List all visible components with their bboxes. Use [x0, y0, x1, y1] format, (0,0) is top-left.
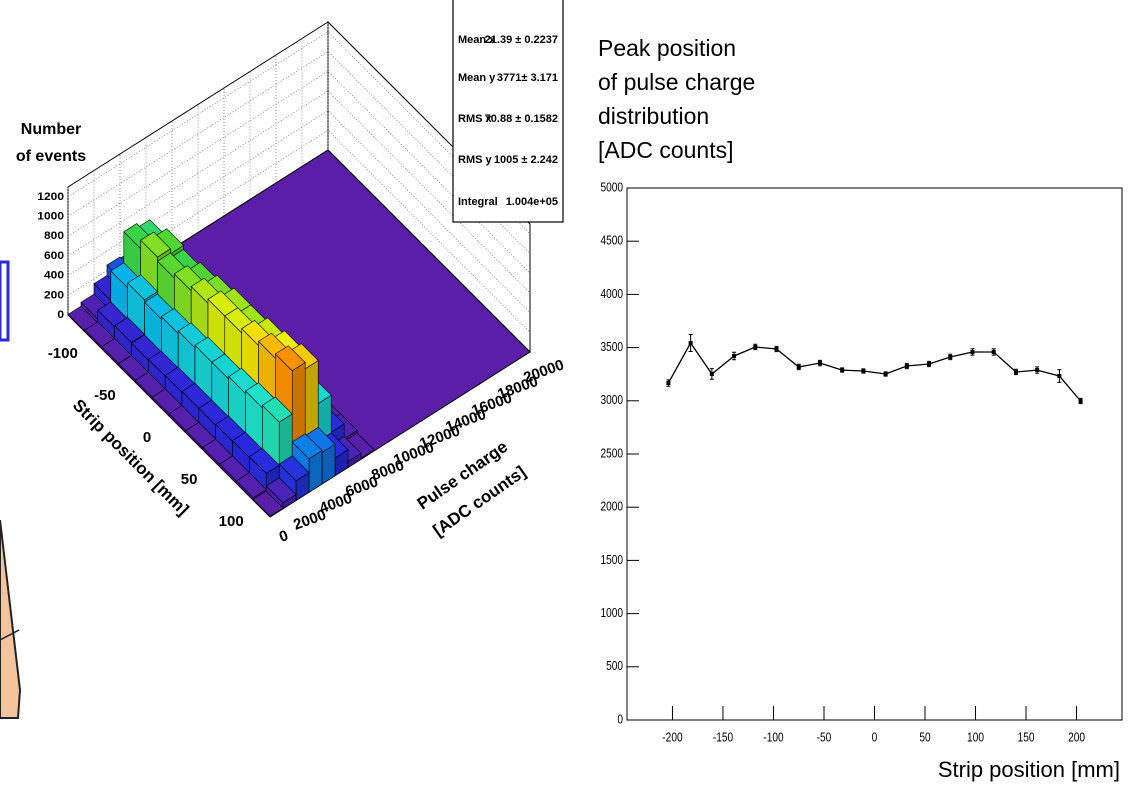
y-tick-label: 2000 — [600, 499, 623, 513]
z-axis-label: of events — [16, 148, 86, 165]
slide-fragment — [0, 260, 10, 342]
x-tick-label: 150 — [1018, 730, 1035, 744]
grid-line — [67, 90, 531, 294]
data-point — [1057, 374, 1062, 379]
y-tick-label: 1000 — [600, 606, 623, 620]
z-tick-label: 400 — [44, 269, 64, 282]
x-tick-label: 100 — [967, 730, 984, 744]
x-tick-label: 200 — [1068, 730, 1085, 744]
stats-frame — [452, 0, 564, 223]
lego-bin — [252, 490, 284, 518]
stat-name: Integral — [458, 196, 498, 208]
x-tick-label: -50 — [94, 387, 116, 404]
x-tick-label: 0 — [872, 730, 878, 744]
y-tick-label: 1500 — [600, 553, 623, 567]
bin-face — [274, 345, 306, 372]
stat-value: 21.39 ± 0.2237 — [485, 34, 558, 46]
x-tick-label: 50 — [919, 730, 931, 744]
data-point — [840, 368, 845, 373]
data-point — [709, 371, 714, 376]
z-tick-label: 600 — [44, 249, 64, 262]
slide-fragment — [0, 629, 20, 641]
line-chart: 0500100015002000250030003500400045005000… — [600, 180, 1123, 745]
z-tick-label: 200 — [44, 289, 64, 302]
bin-face — [140, 231, 171, 258]
data-point — [817, 361, 822, 366]
data-point — [1078, 399, 1083, 404]
y-tick-label: 4500 — [600, 233, 623, 247]
data-point — [991, 349, 996, 354]
slide-fragment — [0, 519, 22, 719]
z-tick-label: 800 — [44, 230, 64, 243]
data-point — [970, 349, 975, 354]
data-point — [948, 354, 953, 359]
data-point — [732, 354, 737, 359]
data-point — [883, 371, 888, 376]
data-point — [1035, 368, 1040, 373]
x-tick-label: -50 — [817, 730, 832, 744]
y-tick-label: 2500 — [600, 446, 623, 460]
bin-face — [278, 455, 310, 482]
bin-face — [252, 490, 284, 517]
x-tick-label: -100 — [763, 730, 784, 744]
z-tick-label: 0 — [57, 308, 64, 321]
y-tick-label: 20000 — [521, 356, 566, 386]
stat-name: RMS y — [458, 154, 493, 166]
data-point — [861, 369, 866, 374]
grid-line — [67, 110, 531, 313]
data-point — [666, 381, 671, 386]
data-point — [927, 361, 932, 366]
data-point — [904, 364, 909, 369]
data-point — [774, 346, 779, 351]
x-tick-label: 100 — [219, 513, 244, 530]
y-tick-label: 3500 — [600, 340, 623, 354]
lego-bin — [235, 472, 267, 501]
y-axis-label: Peak position — [598, 35, 736, 61]
data-point — [753, 344, 758, 349]
data-point — [796, 364, 801, 369]
y-tick-label: 4000 — [600, 287, 623, 301]
x-tick-label: -200 — [662, 730, 683, 744]
y-tick-label: 5000 — [600, 180, 623, 194]
stat-name: Mean x — [458, 34, 496, 46]
stat-value: 70.88 ± 0.1582 — [485, 113, 558, 125]
stat-name: RMS x — [458, 113, 493, 125]
data-point — [1013, 369, 1018, 374]
bin-face — [265, 477, 297, 504]
z-tick-label: 1000 — [37, 210, 64, 223]
stat-name: Mean y — [458, 72, 496, 84]
stat-value: 1005 ± 2.242 — [494, 154, 558, 166]
y-tick-label: 0 — [617, 712, 623, 726]
x-tick-label: 50 — [181, 471, 198, 488]
z-tick-label: 1200 — [37, 190, 64, 203]
y-tick-label: 0 — [277, 527, 291, 546]
stats-box: Mean x21.39 ± 0.2237 Mean y 3771± 3.171 RMS… — [452, 0, 564, 223]
x-tick-label: 0 — [143, 429, 151, 446]
x-axis-label: Strip position [mm] — [938, 757, 1120, 782]
z-axis-label: Number — [21, 121, 81, 138]
lego-bin — [265, 477, 297, 510]
bin-face — [261, 396, 293, 423]
y-axis-label: of pulse charge — [598, 69, 755, 95]
bin-face — [291, 433, 323, 460]
lego-plot: 020040060080010001200-100-50050100020004… — [37, 20, 566, 546]
x-tick-label: -150 — [713, 730, 734, 744]
stat-value: 3771± 3.171 — [497, 72, 558, 84]
y-tick-label: 3000 — [600, 393, 623, 407]
data-line — [667, 341, 1082, 402]
data-point — [688, 341, 693, 346]
y-axis-label: distribution — [598, 103, 709, 129]
y-tick-label: 500 — [606, 659, 623, 673]
y-axis-label: [ADC counts] — [598, 137, 734, 163]
plot-frame — [626, 187, 1123, 721]
stat-value: 1.004e+05 — [506, 196, 558, 208]
x-tick-label: -100 — [48, 345, 78, 362]
